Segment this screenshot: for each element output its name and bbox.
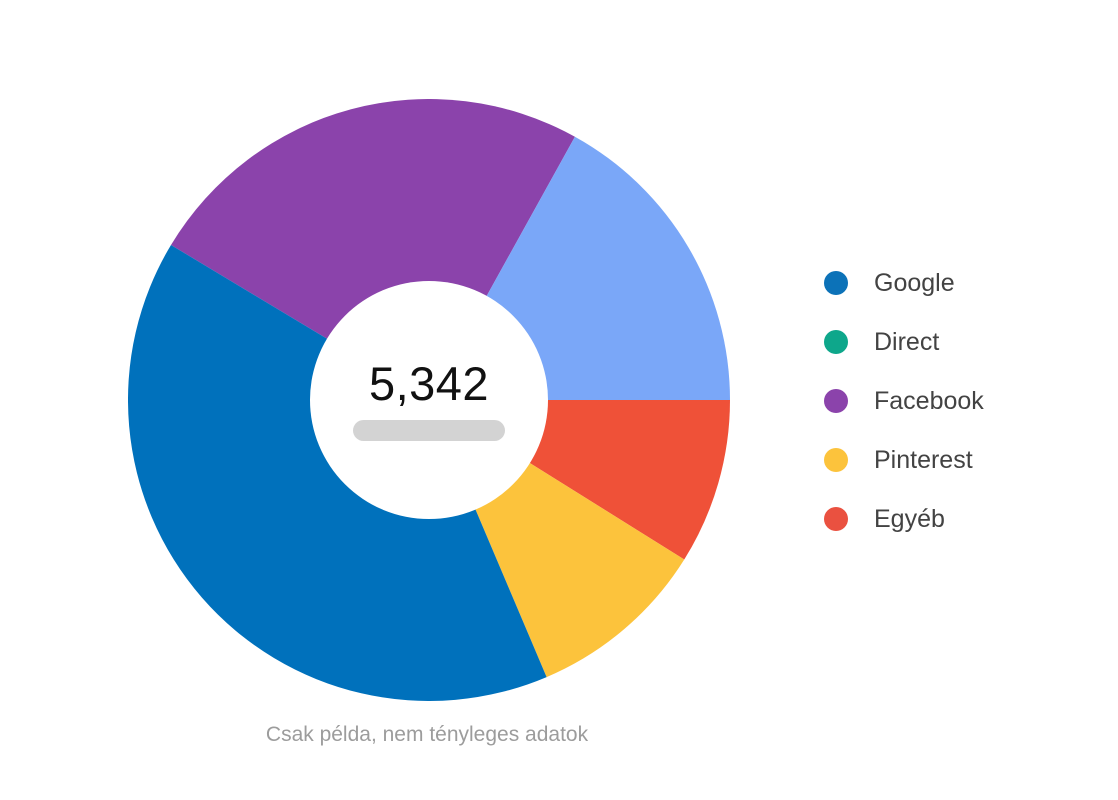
legend-label-pinterest: Pinterest	[874, 446, 973, 474]
legend-dot-pinterest	[824, 448, 848, 472]
legend-item-facebook[interactable]: Facebook	[824, 387, 984, 415]
legend-item-direct[interactable]: Direct	[824, 328, 984, 356]
donut-center-hole	[310, 281, 548, 519]
legend-label-google: Google	[874, 269, 955, 297]
legend-item-pinterest[interactable]: Pinterest	[824, 446, 984, 474]
legend-item-google[interactable]: Google	[824, 269, 984, 297]
chart-caption: Csak példa, nem tényleges adatok	[265, 723, 589, 746]
legend-label-facebook: Facebook	[874, 387, 984, 415]
legend-dot-google	[824, 271, 848, 295]
legend-item-egyeb[interactable]: Egyéb	[824, 505, 984, 533]
legend-label-direct: Direct	[874, 328, 940, 356]
chart-legend: Google Direct Facebook Pinterest Egyéb	[824, 269, 984, 533]
legend-dot-facebook	[824, 389, 848, 413]
donut-segment-facebook[interactable]	[170, 99, 575, 400]
legend-dot-egyeb	[824, 507, 848, 531]
legend-label-egyeb: Egyéb	[874, 505, 945, 533]
donut-chart	[128, 99, 730, 701]
legend-dot-direct	[824, 330, 848, 354]
